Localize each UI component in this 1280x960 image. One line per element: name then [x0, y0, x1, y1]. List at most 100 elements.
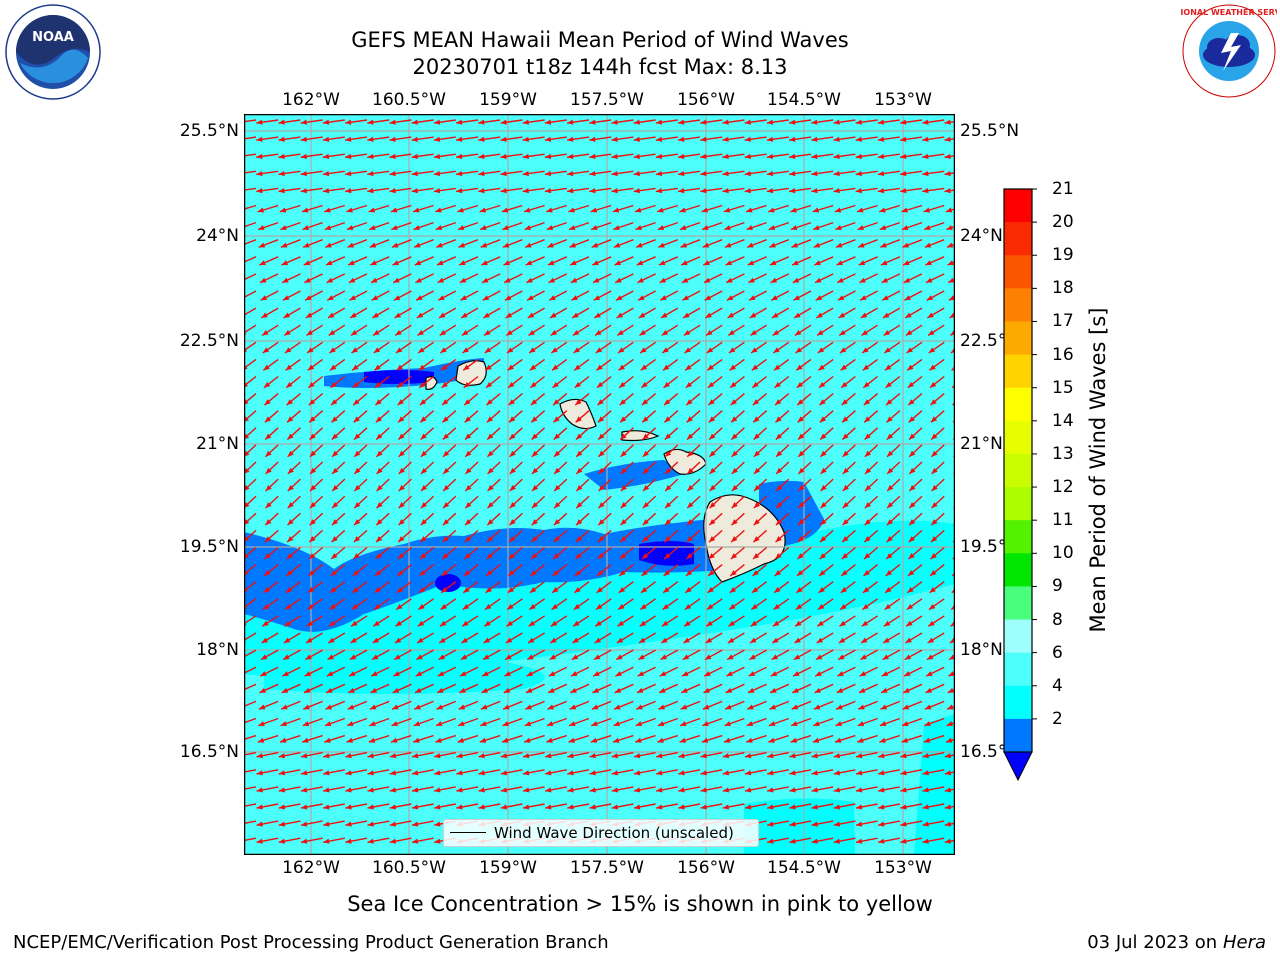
wind-wave-arrow [791, 239, 812, 248]
wind-wave-arrow [300, 187, 323, 194]
wind-wave-arrow [903, 683, 923, 694]
wind-wave-arrow [677, 170, 701, 177]
wind-wave-arrow [374, 393, 390, 406]
wind-wave-arrow [575, 478, 590, 492]
wind-wave-arrow [679, 734, 701, 743]
wind-wave-arrow [286, 427, 301, 441]
wind-wave-arrow [922, 119, 945, 125]
wind-wave-arrow [344, 153, 368, 160]
island-oahu [559, 398, 597, 430]
wind-wave-arrow [525, 683, 545, 694]
wind-wave-arrow [326, 666, 346, 677]
wind-wave-arrow [411, 803, 434, 810]
wind-wave-arrow [788, 136, 812, 142]
wind-wave-arrow [459, 683, 479, 694]
wind-wave-arrow [682, 290, 701, 301]
wind-wave-arrow [634, 734, 656, 743]
wind-wave-arrow [286, 546, 301, 560]
colorbar-segment [1004, 453, 1032, 488]
wind-wave-arrow [930, 546, 945, 560]
wind-wave-arrow [641, 410, 657, 423]
wind-wave-arrow [638, 632, 656, 644]
wind-wave-arrow [375, 546, 390, 560]
wind-wave-arrow [929, 581, 945, 594]
wind-wave-arrow [949, 312, 955, 319]
colorbar-label: 4 [1052, 675, 1063, 696]
wind-wave-arrow [478, 187, 501, 194]
wind-wave-arrow [724, 700, 745, 710]
wind-wave-arrow [922, 769, 945, 776]
wind-wave-arrow [322, 136, 345, 142]
wind-wave-arrow [353, 461, 368, 475]
wind-wave-arrow [819, 410, 834, 423]
colorbar-label: 13 [1052, 443, 1074, 464]
wind-wave-arrow [346, 717, 368, 727]
wind-wave-arrow [346, 734, 368, 743]
wind-wave-arrow [724, 717, 745, 727]
wind-wave-arrow [322, 187, 345, 194]
wind-wave-arrow [455, 170, 479, 177]
wind-wave-arrow [415, 290, 434, 301]
wind-wave-arrow [885, 375, 901, 389]
wind-wave-arrow [775, 495, 790, 509]
wind-wave-arrow [812, 204, 834, 213]
wind-wave-arrow [642, 444, 657, 458]
wind-wave-arrow [573, 341, 590, 354]
wind-wave-arrow [727, 632, 745, 644]
wind-wave-arrow [639, 341, 656, 354]
wind-wave-arrow [419, 564, 435, 577]
wind-wave-arrow [278, 752, 301, 759]
wind-wave-arrow [500, 136, 523, 142]
wind-wave-arrow [767, 820, 789, 827]
wind-wave-arrow [595, 598, 612, 611]
wind-wave-arrow [458, 700, 479, 710]
wind-wave-arrow [500, 752, 523, 759]
wind-wave-arrow [417, 324, 434, 337]
wind-wave-arrow [353, 512, 368, 526]
wind-wave-arrow [929, 393, 945, 406]
wind-wave-arrow [308, 393, 324, 406]
wind-wave-arrow [882, 649, 901, 661]
wind-wave-arrow [922, 820, 945, 827]
wind-wave-arrow [703, 256, 723, 266]
colorbar-segment [1004, 288, 1032, 322]
wind-wave-arrow [639, 615, 656, 627]
wind-wave-arrow [878, 786, 900, 793]
wind-wave-arrow [244, 461, 257, 475]
wind-wave-arrow [838, 324, 856, 337]
wind-wave-arrow [793, 649, 812, 661]
footer-host: Hera [1222, 932, 1266, 953]
wind-wave-arrow [391, 221, 412, 231]
wind-wave-arrow [371, 649, 390, 661]
wind-wave-arrow [703, 666, 723, 677]
wind-wave-arrow [350, 324, 368, 337]
wind-wave-arrow [727, 324, 745, 337]
wind-wave-arrow [367, 187, 390, 194]
wind-wave-arrow [531, 444, 546, 458]
wind-wave-arrow [811, 153, 834, 160]
wind-wave-arrow [704, 290, 723, 301]
wind-wave-arrow [702, 717, 723, 727]
wind-wave-arrow [416, 307, 434, 319]
wind-wave-arrow [371, 290, 390, 301]
wind-wave-arrow [331, 529, 346, 543]
wind-wave-arrow [597, 512, 612, 526]
wind-wave-arrow [655, 119, 678, 125]
wind-wave-arrow [261, 324, 279, 337]
wind-wave-arrow [257, 221, 279, 231]
wind-wave-arrow [811, 820, 834, 827]
wind-wave-arrow [393, 666, 412, 677]
wind-wave-arrow [811, 786, 834, 793]
wind-wave-arrow [575, 495, 590, 509]
wind-wave-arrow [528, 598, 546, 611]
wind-wave-arrow [707, 581, 723, 594]
wind-wave-arrow [507, 564, 523, 577]
wind-wave-arrow [813, 239, 834, 248]
wind-wave-arrow [509, 512, 523, 526]
wind-wave-arrow [922, 187, 945, 194]
wind-wave-arrow [680, 256, 701, 266]
wind-wave-arrow [685, 393, 701, 406]
wind-wave-arrow [899, 170, 923, 177]
wind-wave-arrow [748, 273, 767, 284]
wind-wave-arrow [551, 598, 568, 611]
